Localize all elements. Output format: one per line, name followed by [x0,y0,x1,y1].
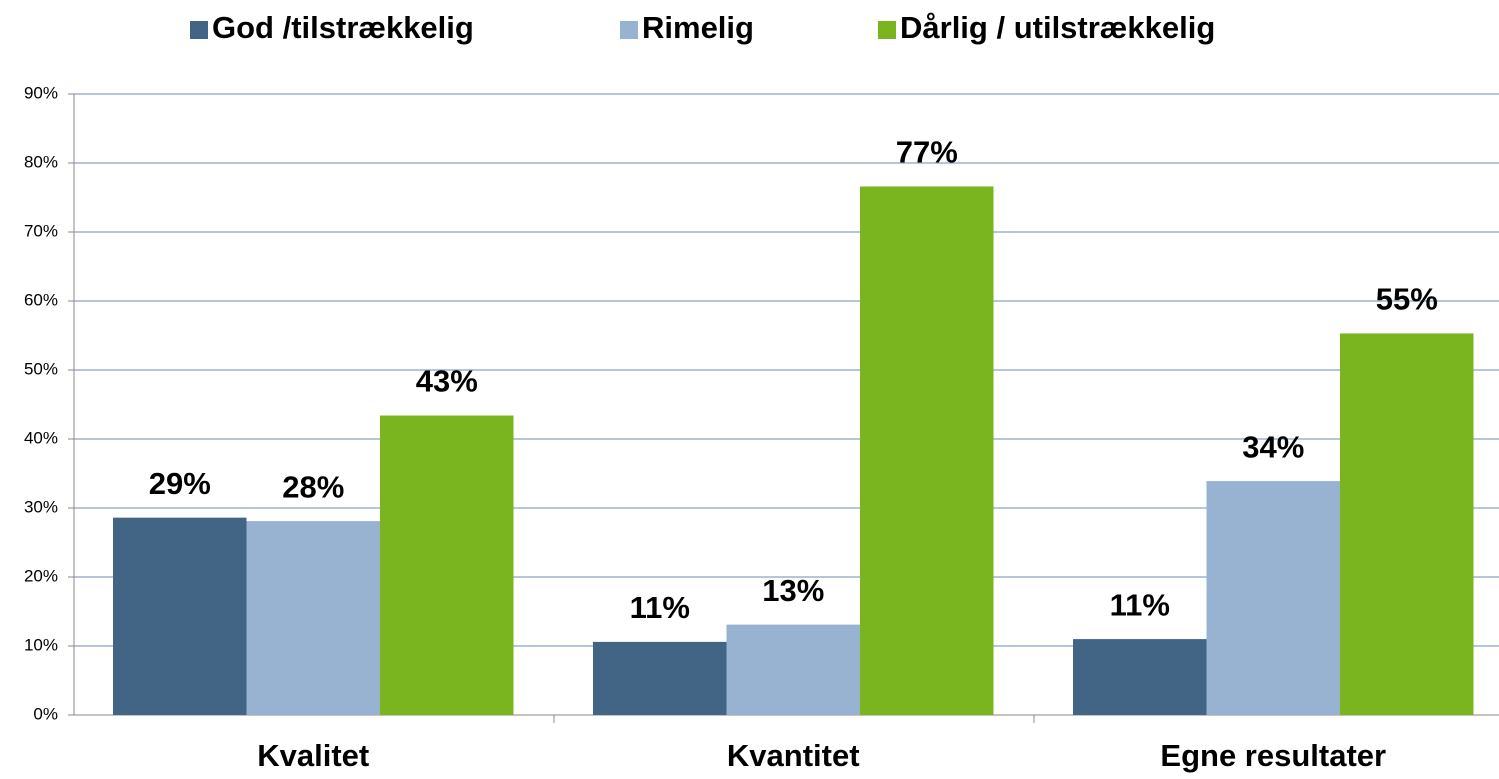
legend-label: God /tilstrækkelig [212,10,474,45]
data-label: 29% [149,466,211,501]
y-tick-label: 10% [24,635,58,654]
data-label: 28% [282,469,344,504]
y-tick-label: 80% [24,152,58,171]
data-label: 77% [896,135,958,170]
y-tick-label: 50% [24,359,58,378]
y-tick-label: 60% [24,290,58,309]
legend-swatch [878,21,896,39]
x-tick-label: Egne resultater [1160,738,1386,773]
y-tick-label: 70% [24,221,58,240]
legend-label: Dårlig / utilstrækkelig [900,10,1215,45]
x-tick-label: Kvantitet [727,738,860,773]
bar [726,624,860,715]
data-label: 11% [1110,587,1170,622]
y-tick-label: 0% [33,704,58,723]
bar [380,415,514,715]
bar [246,521,380,715]
data-label: 55% [1376,282,1438,317]
bar [1206,481,1340,715]
data-label: 11% [630,590,690,625]
y-tick-label: 40% [24,428,58,447]
bar [860,186,994,715]
bar [593,641,727,715]
data-label: 43% [416,364,478,399]
bar [113,517,247,715]
x-tick-label: Kvalitet [257,738,369,773]
data-label: 34% [1242,429,1304,464]
legend-label: Rimelig [642,10,754,45]
bar [1340,333,1474,715]
y-tick-label: 30% [24,497,58,516]
y-tick-label: 20% [24,566,58,585]
y-tick-label: 90% [24,83,58,102]
legend-swatch [620,21,638,39]
legend-swatch [190,21,208,39]
bar [1073,639,1207,715]
data-label: 13% [762,573,824,608]
